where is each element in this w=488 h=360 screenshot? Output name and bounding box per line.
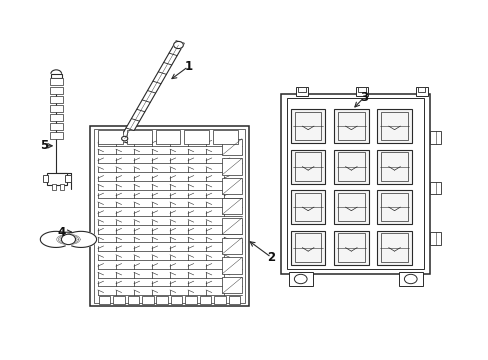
Bar bbox=[142, 296, 153, 304]
Polygon shape bbox=[119, 41, 184, 143]
Bar bbox=[222, 139, 242, 155]
Text: 1: 1 bbox=[184, 60, 192, 73]
Bar bbox=[156, 296, 168, 304]
Bar bbox=[381, 193, 407, 221]
Bar bbox=[222, 277, 242, 293]
Bar bbox=[337, 152, 364, 181]
Bar bbox=[51, 74, 61, 78]
Bar bbox=[214, 296, 225, 304]
Bar bbox=[50, 87, 62, 94]
Bar bbox=[429, 232, 440, 245]
Bar bbox=[171, 296, 182, 304]
Bar bbox=[50, 114, 62, 121]
Text: 2: 2 bbox=[267, 251, 275, 264]
Bar bbox=[113, 296, 124, 304]
Bar bbox=[94, 129, 245, 303]
Bar bbox=[337, 233, 364, 262]
Bar bbox=[333, 150, 368, 184]
Bar bbox=[429, 131, 440, 144]
Bar bbox=[294, 193, 321, 221]
Bar bbox=[377, 109, 411, 143]
Bar bbox=[381, 152, 407, 181]
Bar bbox=[50, 96, 62, 103]
Bar bbox=[281, 94, 429, 274]
Bar bbox=[357, 87, 365, 92]
Bar bbox=[290, 230, 325, 265]
Bar bbox=[398, 272, 422, 286]
Bar bbox=[184, 130, 209, 144]
Bar bbox=[337, 193, 364, 221]
Bar bbox=[298, 87, 305, 92]
Bar bbox=[355, 87, 367, 96]
Bar bbox=[295, 87, 307, 96]
Bar bbox=[98, 130, 122, 144]
Bar bbox=[222, 218, 242, 234]
Bar bbox=[290, 109, 325, 143]
Bar bbox=[155, 130, 180, 144]
Polygon shape bbox=[40, 231, 65, 247]
Bar bbox=[47, 173, 67, 185]
Bar bbox=[222, 178, 242, 194]
Bar bbox=[415, 87, 427, 96]
Text: 4: 4 bbox=[57, 226, 65, 239]
Bar bbox=[90, 126, 249, 306]
Bar bbox=[417, 87, 425, 92]
Bar bbox=[377, 150, 411, 184]
Bar bbox=[60, 184, 64, 190]
Polygon shape bbox=[72, 231, 97, 247]
Bar bbox=[333, 190, 368, 224]
Bar bbox=[288, 272, 312, 286]
Bar bbox=[126, 130, 151, 144]
Bar bbox=[127, 296, 139, 304]
Bar bbox=[381, 233, 407, 262]
Circle shape bbox=[122, 136, 127, 141]
Bar bbox=[222, 158, 242, 175]
Text: 5: 5 bbox=[40, 139, 48, 152]
Bar bbox=[185, 296, 196, 304]
Bar bbox=[50, 78, 62, 85]
Bar bbox=[333, 230, 368, 265]
Bar bbox=[377, 190, 411, 224]
Bar bbox=[294, 112, 321, 140]
Bar bbox=[200, 296, 211, 304]
Bar bbox=[290, 150, 325, 184]
Bar bbox=[222, 238, 242, 254]
Circle shape bbox=[173, 41, 183, 49]
Bar bbox=[377, 230, 411, 265]
Bar bbox=[213, 130, 238, 144]
Bar bbox=[294, 233, 321, 262]
Bar bbox=[99, 296, 110, 304]
Bar bbox=[222, 198, 242, 214]
Bar bbox=[228, 296, 240, 304]
Text: 3: 3 bbox=[360, 91, 367, 104]
Bar bbox=[222, 257, 242, 274]
Bar bbox=[333, 109, 368, 143]
Bar bbox=[337, 112, 364, 140]
Bar bbox=[50, 132, 62, 139]
Bar bbox=[290, 190, 325, 224]
Bar bbox=[429, 182, 440, 194]
Bar bbox=[286, 98, 424, 269]
Bar bbox=[65, 175, 71, 182]
Bar bbox=[381, 112, 407, 140]
Bar bbox=[42, 175, 48, 182]
Bar bbox=[50, 105, 62, 112]
Circle shape bbox=[61, 234, 75, 244]
Bar bbox=[52, 184, 56, 190]
Bar bbox=[50, 123, 62, 130]
Bar bbox=[294, 152, 321, 181]
